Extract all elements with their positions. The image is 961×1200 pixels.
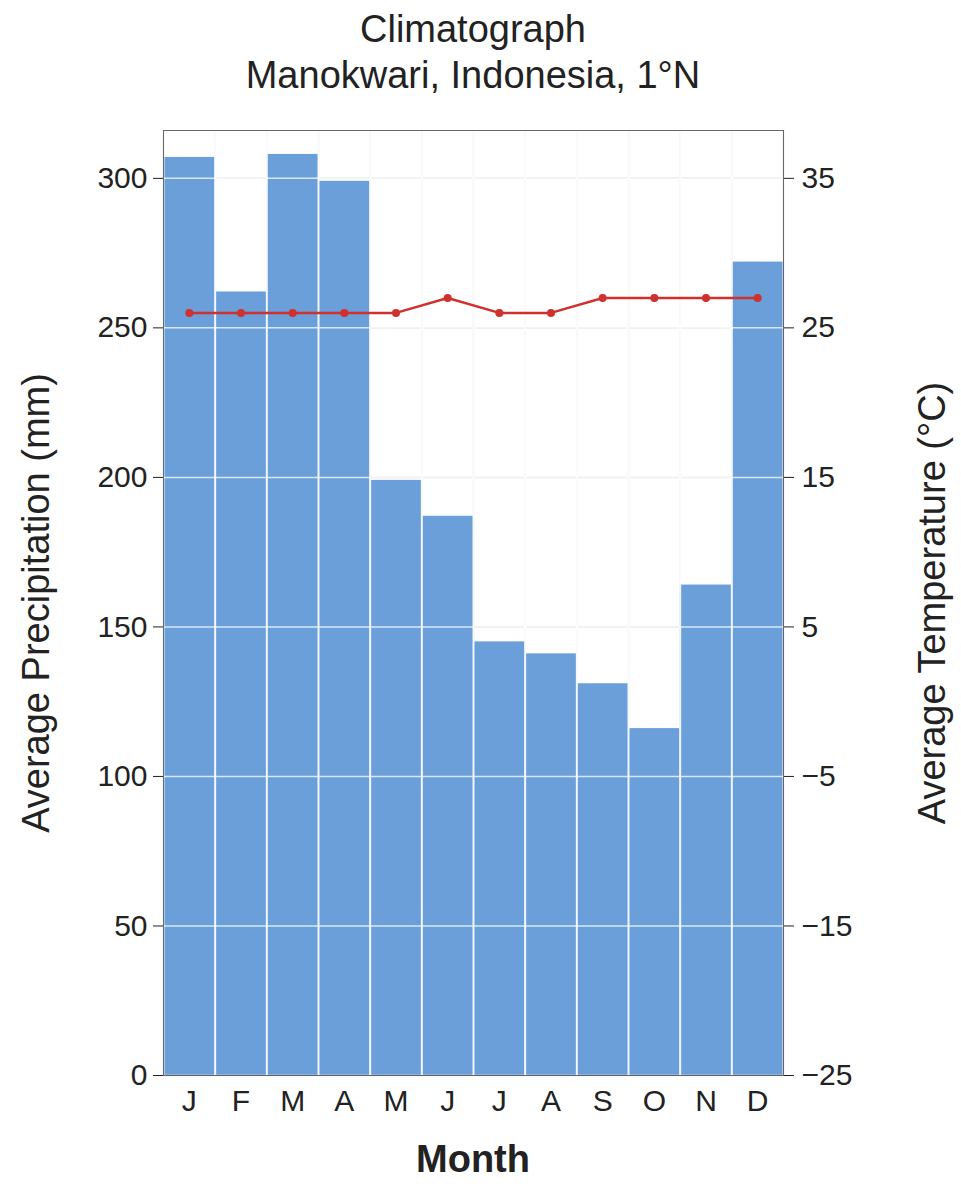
svg-text:J: J (492, 1084, 507, 1117)
svg-text:50: 50 (114, 909, 147, 942)
svg-text:150: 150 (97, 610, 147, 643)
html-text:Average Precipitation (mm): Average Precipitation (mm) (14, 372, 57, 833)
svg-text:N: N (695, 1084, 717, 1117)
svg-text:M: M (384, 1084, 409, 1117)
svg-text:15: 15 (802, 460, 835, 493)
svg-text:−25: −25 (802, 1058, 853, 1091)
svg-text:0: 0 (131, 1058, 148, 1091)
html-text:Month: Month (416, 1138, 530, 1180)
svg-text:250: 250 (97, 310, 147, 343)
svg-text:J: J (440, 1084, 455, 1117)
svg-text:−5: −5 (802, 759, 836, 792)
svg-text:100: 100 (97, 759, 147, 792)
svg-text:D: D (747, 1084, 769, 1117)
svg-text:A: A (541, 1084, 561, 1117)
svg-text:A: A (334, 1084, 354, 1117)
html-text:Manokwari, Indonesia, 1°N: Manokwari, Indonesia, 1°N (245, 54, 701, 96)
svg-text:O: O (643, 1084, 666, 1117)
svg-text:M: M (280, 1084, 305, 1117)
svg-text:S: S (593, 1084, 613, 1117)
html-text:Average Temperature (°C): Average Temperature (°C) (910, 381, 953, 824)
svg-text:35: 35 (802, 161, 835, 194)
svg-text:25: 25 (802, 310, 835, 343)
svg-text:200: 200 (97, 460, 147, 493)
html-text:Climatograph: Climatograph (360, 8, 586, 50)
svg-text:J: J (182, 1084, 197, 1117)
svg-text:−15: −15 (802, 909, 853, 942)
svg-text:5: 5 (802, 610, 819, 643)
svg-text:300: 300 (97, 161, 147, 194)
svg-text:F: F (232, 1084, 250, 1117)
